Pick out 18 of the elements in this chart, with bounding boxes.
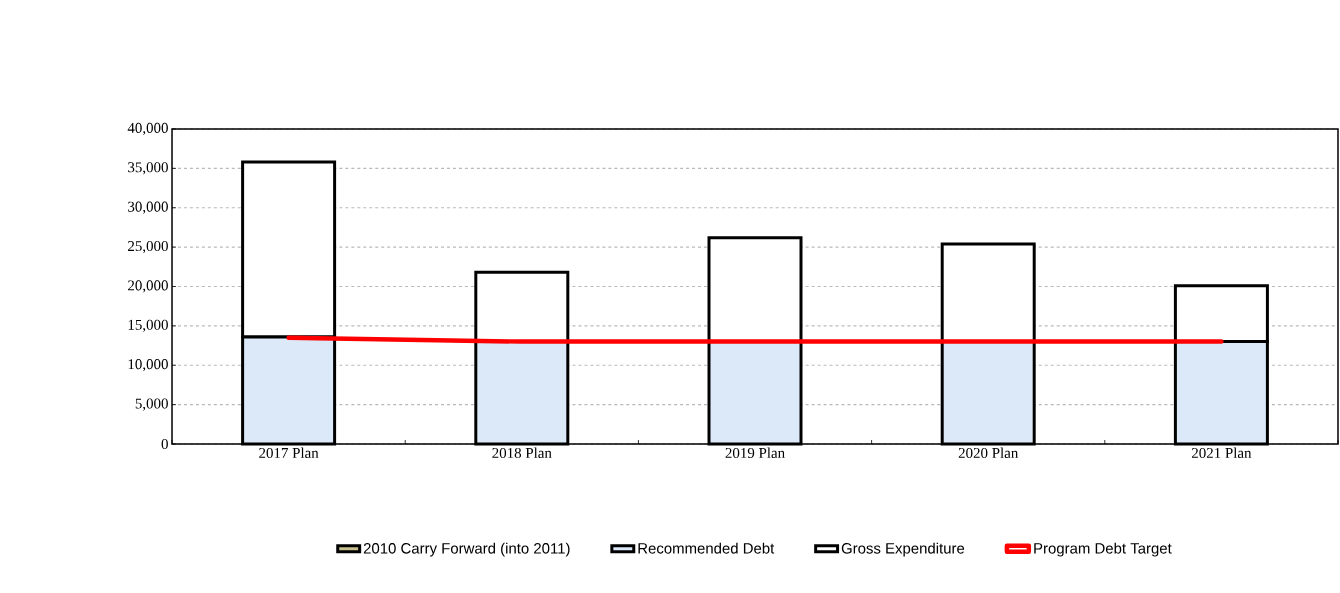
y-tick-label: 0 — [161, 438, 168, 450]
x-tick-label: 2021 Plan — [1191, 447, 1252, 459]
legend-label: 2010 Carry Forward (into 2011) — [363, 542, 570, 557]
y-tick-label: 10,000 — [128, 359, 168, 372]
x-tick-label: 2019 Plan — [725, 447, 785, 459]
y-tick-label: 20,000 — [128, 280, 168, 293]
legend-label: Program Debt Target — [1034, 542, 1172, 557]
x-tick-label: 2018 Plan — [492, 447, 552, 459]
y-tick-label: 30,000 — [128, 201, 168, 214]
x-tick-label: 2020 Plan — [958, 447, 1019, 459]
y-tick-label: 40,000 — [127, 122, 168, 136]
legend-label: Gross Expenditure — [841, 542, 965, 557]
y-tick-label: 35,000 — [128, 162, 168, 175]
y-tick-label: 15,000 — [128, 319, 168, 332]
y-tick-label: 5,000 — [135, 398, 168, 411]
legend-label: Recommended Debt — [638, 542, 775, 554]
x-tick-label: 2017 Plan — [259, 447, 319, 459]
y-tick-label: 25,000 — [128, 240, 168, 254]
